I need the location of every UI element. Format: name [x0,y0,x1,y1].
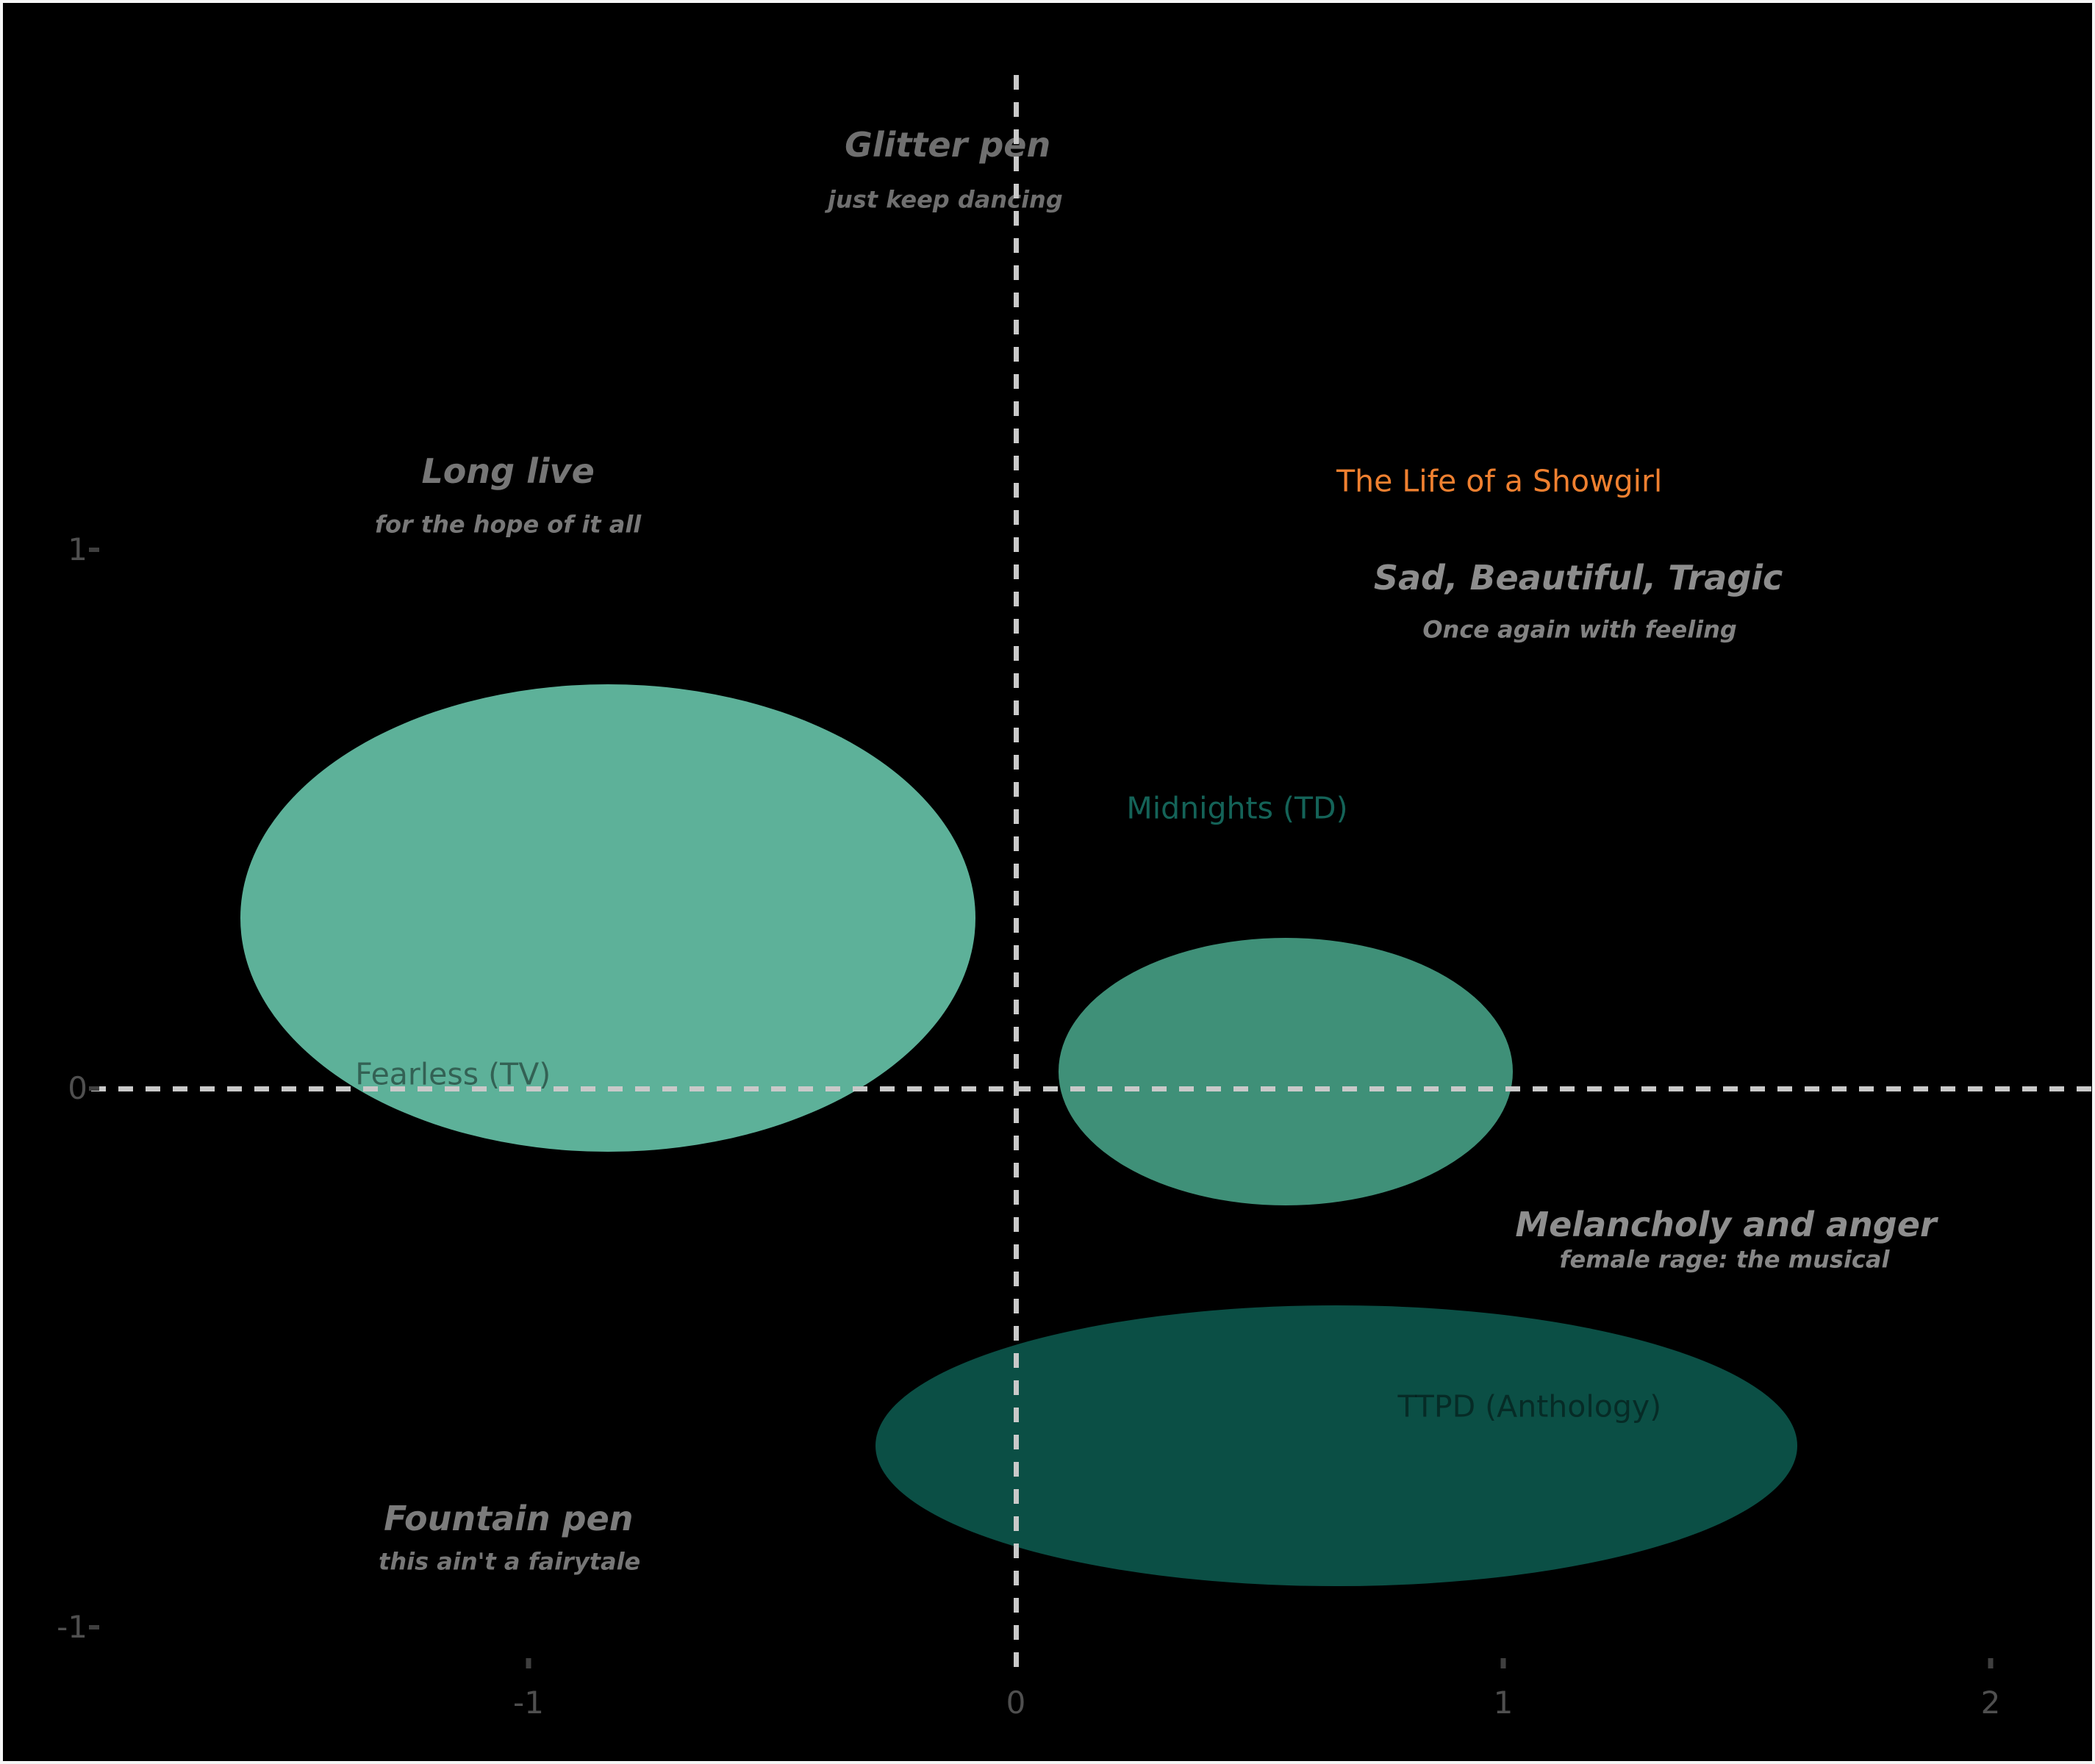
quadrant-subtitle: for the hope of it all [375,510,642,539]
quadrant-subtitle: Once again with feeling [1422,615,1737,644]
zero-line-horizontal [91,1086,2092,1091]
y-tick-mark [89,548,99,552]
x-tick-label: 2 [1980,1685,2001,1721]
x-tick-mark [1988,1658,1994,1668]
quadrant-title: Glitter pen [845,125,1051,165]
era-ellipse [1059,938,1514,1206]
quadrant-title: Long live [421,451,595,491]
era-ellipse [875,1305,1798,1587]
y-tick-mark [89,1086,99,1091]
era-ellipse [240,684,975,1152]
quadrant-subtitle: just keep dancing [827,184,1063,213]
point-label: Fearless (TV) [355,1056,551,1092]
y-tick-label: 0 [68,1070,87,1106]
plot-area: Glitter pen just keep dancing Long live for… [3,3,2092,1761]
y-tick-label: -1 [57,1609,87,1645]
point-label: TTPD (Anthology) [1397,1388,1662,1424]
y-tick-label: 1 [68,531,87,567]
quadrant-title: Melancholy and anger [1515,1205,1937,1245]
quadrant-title: Fountain pen [384,1499,634,1539]
quadrant-subtitle: female rage: the musical [1559,1245,1890,1274]
x-tick-label: -1 [513,1685,544,1721]
point-label: The Life of a Showgirl [1336,463,1663,499]
quadrant-title: Sad, Beautiful, Tragic [1373,557,1783,598]
x-tick-label: 1 [1493,1685,1514,1721]
y-tick-mark [89,1625,99,1629]
quadrant-subtitle: this ain't a fairytale [379,1547,641,1576]
point-label: Midnights (TD) [1126,790,1348,826]
x-tick-label: 0 [1006,1685,1026,1721]
x-tick-mark [526,1658,531,1668]
x-tick-mark [1500,1658,1506,1668]
zero-line-vertical [1014,75,1019,1671]
